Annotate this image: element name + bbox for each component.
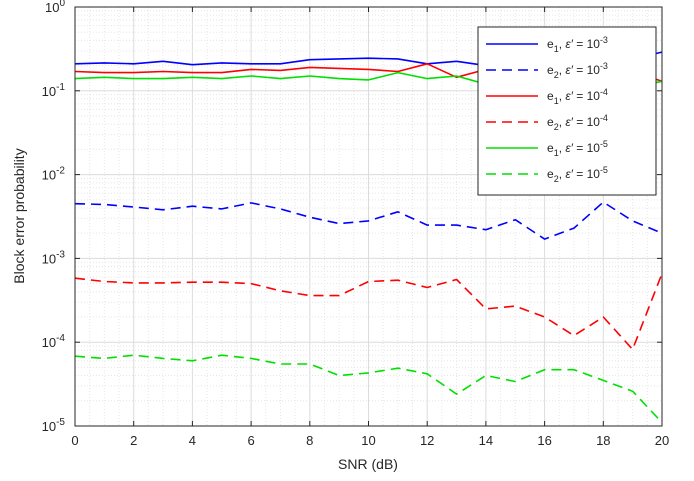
y-tick-label: 100 bbox=[45, 0, 65, 15]
x-tick-labels: 0 2 4 6 8 10 12 14 16 18 20 bbox=[71, 433, 669, 448]
y-tick-label: 10-3 bbox=[42, 249, 66, 266]
legend-label-5: e1, ε′ = 10-5 bbox=[547, 139, 608, 158]
y-tick-label: 10-1 bbox=[42, 82, 66, 99]
series-line-2 bbox=[74, 201, 663, 240]
legend-label-6: e2, ε′ = 10-5 bbox=[547, 165, 608, 184]
x-tick-label: 16 bbox=[537, 433, 551, 448]
x-tick-label: 6 bbox=[247, 433, 254, 448]
series-line-6 bbox=[74, 354, 663, 424]
x-tick-label: 2 bbox=[130, 433, 137, 448]
legend-label-4: e2, ε′ = 10-4 bbox=[547, 113, 608, 132]
x-tick-label: 12 bbox=[420, 433, 434, 448]
series-line-4 bbox=[74, 273, 663, 351]
legend-label-2: e2, ε′ = 10-3 bbox=[547, 61, 608, 80]
x-tick-label: 0 bbox=[71, 433, 78, 448]
x-axis-label: SNR (dB) bbox=[338, 456, 398, 472]
legend: e1, ε′ = 10-3 e2, ε′ = 10-3 e1, ε′ = 10-4 e… bbox=[477, 26, 657, 196]
x-tick-label: 10 bbox=[361, 433, 375, 448]
legend-label-3: e1, ε′ = 10-4 bbox=[547, 87, 608, 106]
y-tick-labels: 10-5 10-4 10-3 10-2 10-1 100 bbox=[42, 0, 66, 434]
x-tick-label: 14 bbox=[479, 433, 493, 448]
axis-ticks bbox=[74, 6, 663, 427]
legend-label-1: e1, ε′ = 10-3 bbox=[547, 35, 608, 54]
y-axis-label: Block error probability bbox=[11, 148, 27, 283]
x-tick-label: 8 bbox=[306, 433, 313, 448]
y-tick-label: 10-2 bbox=[42, 166, 66, 183]
x-tick-label: 4 bbox=[189, 433, 196, 448]
y-tick-label: 10-4 bbox=[42, 333, 66, 350]
x-tick-label: 20 bbox=[655, 433, 669, 448]
legend-box bbox=[477, 26, 657, 196]
x-tick-label: 18 bbox=[596, 433, 610, 448]
y-tick-label: 10-5 bbox=[42, 417, 66, 434]
